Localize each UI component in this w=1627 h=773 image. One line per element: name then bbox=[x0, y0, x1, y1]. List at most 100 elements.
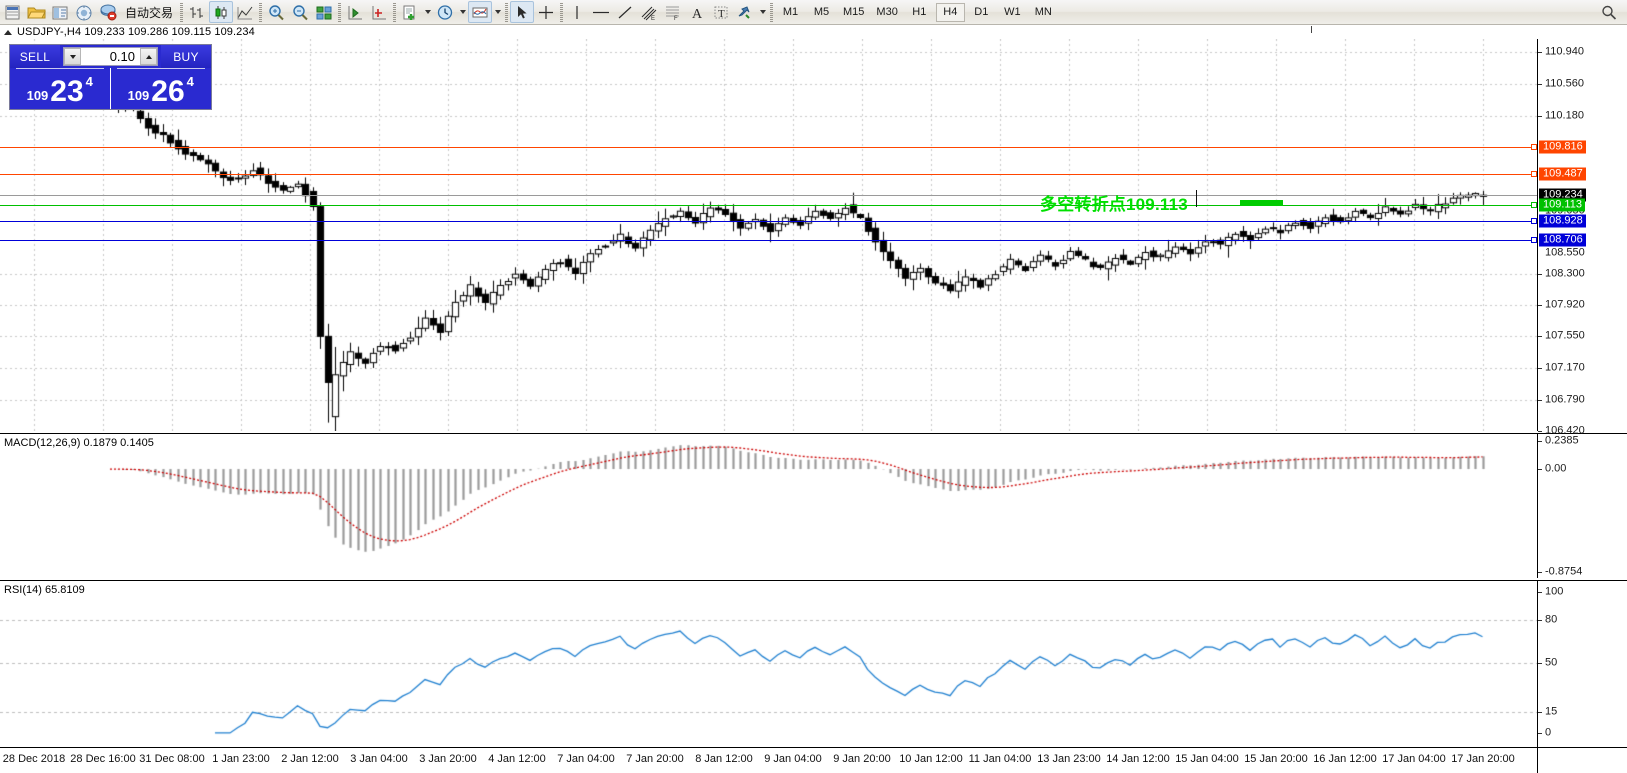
cursor-icon[interactable] bbox=[510, 1, 535, 23]
text-label-icon[interactable]: A bbox=[685, 1, 709, 23]
rsi-canvas bbox=[0, 581, 1537, 747]
tile-windows-icon[interactable] bbox=[312, 1, 336, 23]
collapse-triangle-icon[interactable] bbox=[4, 29, 12, 35]
bar-chart-icon[interactable] bbox=[185, 1, 209, 23]
strategy-tester-icon[interactable] bbox=[96, 1, 120, 23]
price-level-handle[interactable] bbox=[1531, 143, 1537, 150]
timeframe-m1-button[interactable]: M1 bbox=[782, 6, 799, 18]
price-tick-label: 106.790 bbox=[1545, 393, 1585, 406]
timeframe-h1-button[interactable]: H1 bbox=[912, 6, 927, 18]
price-tick bbox=[1538, 116, 1542, 118]
price-level-tag[interactable]: 109.113 bbox=[1539, 198, 1585, 212]
periods-dropdown-caret-icon[interactable] bbox=[457, 1, 468, 23]
zoom-in-icon[interactable] bbox=[264, 1, 288, 23]
periods-icon[interactable] bbox=[433, 1, 457, 23]
macd-tick-label: 0.00 bbox=[1545, 462, 1567, 475]
sell-button[interactable]: SELL bbox=[10, 45, 60, 68]
price-level-line[interactable] bbox=[0, 195, 1537, 197]
price-level-handle[interactable] bbox=[1531, 171, 1537, 178]
volume-increase-button[interactable] bbox=[140, 48, 157, 65]
indicators-icon[interactable] bbox=[468, 1, 493, 23]
equidistant-channel-icon[interactable]: E bbox=[637, 1, 661, 23]
zoom-out-icon[interactable] bbox=[288, 1, 312, 23]
price-level-tag[interactable]: 108.706 bbox=[1539, 233, 1586, 247]
template-dropdown-caret-icon[interactable] bbox=[422, 1, 433, 23]
autotrading-label: 自动交易 bbox=[125, 5, 174, 20]
fibonacci-icon[interactable]: F bbox=[661, 1, 685, 23]
time-axis-label: 17 Jan 20:00 bbox=[1451, 753, 1515, 765]
price-level-tag[interactable]: 109.816 bbox=[1539, 140, 1586, 154]
volume-stepper[interactable]: 0.10 bbox=[63, 47, 158, 66]
chart-annotation-text[interactable]: 多空转折点109.113 bbox=[1040, 195, 1188, 214]
price-level-line[interactable] bbox=[0, 174, 1537, 176]
trendline-icon[interactable] bbox=[613, 1, 637, 23]
annotation-green-bar[interactable] bbox=[1240, 200, 1283, 206]
rsi-scale[interactable]: 100 80 50 15 0 bbox=[1537, 581, 1627, 747]
time-axis-label: 3 Jan 20:00 bbox=[419, 753, 477, 765]
autotrading-button[interactable]: 自动交易 bbox=[120, 0, 178, 25]
price-level-handle[interactable] bbox=[1531, 217, 1537, 224]
time-axis-label: 9 Jan 20:00 bbox=[833, 753, 891, 765]
price-level-handle[interactable] bbox=[1531, 236, 1537, 243]
navigator-icon[interactable] bbox=[48, 1, 72, 23]
sell-price-main: 23 bbox=[50, 75, 84, 108]
price-tick-label: 108.550 bbox=[1545, 246, 1585, 259]
chart-shift-icon[interactable] bbox=[343, 1, 367, 23]
oct-top-row: SELL 0.10 BUY bbox=[10, 45, 211, 68]
objects-dropdown-caret-icon[interactable] bbox=[757, 1, 768, 23]
volume-value[interactable]: 0.10 bbox=[109, 49, 135, 64]
time-axis-label: 14 Jan 12:00 bbox=[1106, 753, 1170, 765]
rsi-tick bbox=[1538, 733, 1542, 734]
price-level-handle[interactable] bbox=[1531, 202, 1537, 209]
macd-plot-area[interactable] bbox=[0, 434, 1537, 578]
time-axis[interactable]: 28 Dec 2018 28 Dec 16:00 31 Dec 08:00 1 Jan… bbox=[0, 747, 1627, 773]
price-level-tag[interactable]: 109.487 bbox=[1539, 167, 1586, 181]
price-tick bbox=[1538, 431, 1542, 432]
timeframe-w1-button[interactable]: W1 bbox=[1004, 6, 1021, 18]
price-tick-label: 108.300 bbox=[1545, 267, 1585, 280]
time-axis-label: 15 Jan 04:00 bbox=[1175, 753, 1239, 765]
template-icon[interactable] bbox=[398, 1, 422, 23]
search-icon[interactable] bbox=[1597, 1, 1621, 23]
timeframe-d1-button[interactable]: D1 bbox=[974, 6, 989, 18]
price-level-line[interactable] bbox=[0, 220, 1537, 222]
price-level-line[interactable] bbox=[0, 146, 1537, 148]
time-axis-label: 9 Jan 04:00 bbox=[764, 753, 822, 765]
objects-list-icon[interactable] bbox=[733, 1, 757, 23]
timeframe-mn-button[interactable]: MN bbox=[1034, 6, 1052, 18]
chevron-up-icon bbox=[145, 54, 152, 59]
price-plot-area[interactable] bbox=[0, 39, 1537, 431]
price-scale[interactable]: 110.940 110.560 110.180 108.300 107.920 107.5… bbox=[1537, 39, 1627, 436]
line-chart-icon[interactable] bbox=[233, 1, 257, 23]
vertical-line-icon[interactable] bbox=[565, 1, 589, 23]
candlestick-chart-icon[interactable] bbox=[209, 1, 234, 23]
timeframe-m5-button[interactable]: M5 bbox=[813, 6, 830, 18]
crosshair-icon[interactable] bbox=[534, 1, 558, 23]
toolbar-separator bbox=[336, 0, 343, 25]
data-folder-icon[interactable] bbox=[24, 1, 48, 23]
indicators-dropdown-caret-icon[interactable] bbox=[492, 1, 503, 23]
price-level-tag[interactable]: 108.928 bbox=[1539, 214, 1586, 228]
timeframe-h4-button[interactable]: H4 bbox=[935, 2, 965, 22]
toolbar-separator bbox=[178, 0, 185, 25]
macd-tick bbox=[1538, 441, 1542, 442]
rsi-plot-area[interactable] bbox=[0, 581, 1537, 747]
terminal-icon[interactable] bbox=[72, 1, 96, 23]
sell-price-block[interactable]: 109 23 4 bbox=[10, 68, 111, 109]
timeframe-m30-button[interactable]: M30 bbox=[876, 6, 898, 18]
volume-decrease-button[interactable] bbox=[64, 48, 81, 65]
text-box-icon[interactable]: T bbox=[709, 1, 733, 23]
macd-scale[interactable]: 0.2385 0.00 -0.8754 bbox=[1537, 434, 1627, 578]
time-axis-label: 15 Jan 20:00 bbox=[1244, 753, 1308, 765]
timeframe-m15-button[interactable]: M15 bbox=[843, 6, 865, 18]
price-level-line[interactable] bbox=[0, 205, 1537, 207]
auto-scroll-icon[interactable] bbox=[367, 1, 391, 23]
buy-price-block[interactable]: 109 26 4 bbox=[111, 68, 212, 109]
horizontal-line-icon[interactable] bbox=[589, 1, 613, 23]
one-click-trading-panel[interactable]: SELL 0.10 BUY 109 23 4 109 26 4 bbox=[9, 44, 212, 110]
price-level-tag[interactable]: 109.234 bbox=[1539, 188, 1586, 202]
market-watch-icon[interactable] bbox=[0, 1, 24, 23]
price-tick-label: 110.940 bbox=[1545, 45, 1584, 58]
price-level-line[interactable] bbox=[0, 239, 1537, 241]
buy-button[interactable]: BUY bbox=[161, 45, 211, 68]
